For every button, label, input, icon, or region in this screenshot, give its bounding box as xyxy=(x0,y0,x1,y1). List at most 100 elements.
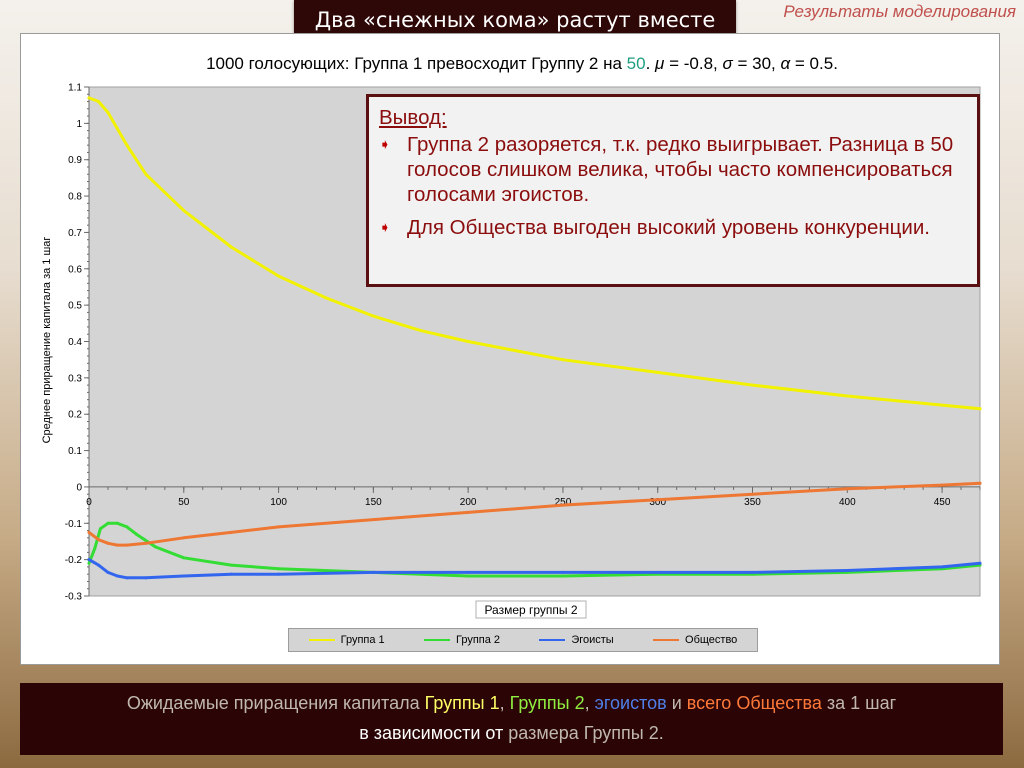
y-tick-label: -0.3 xyxy=(65,592,83,603)
caption-group1: Группы 1 xyxy=(424,693,500,713)
series-point-2 xyxy=(940,565,944,569)
arrow-bullet-icon: ➧ xyxy=(379,219,391,235)
sigma-symbol: σ xyxy=(722,54,733,73)
caption-per-step: за 1 шаг xyxy=(821,693,897,713)
caption-line-1: Ожидаемые приращения капитала Группы 1, … xyxy=(30,688,993,718)
series-point-1 xyxy=(98,527,102,531)
legend-label-society: Общество xyxy=(685,634,738,646)
x-axis-title-box xyxy=(475,600,587,619)
y-axis-title-group: Среднее приращение капитала за 1 шаг xyxy=(41,237,53,444)
series-point-3 xyxy=(751,492,755,496)
series-point-3 xyxy=(144,541,148,545)
caption-box: Ожидаемые приращения капитала Группы 1, … xyxy=(20,683,1003,755)
y-tick-label: -0.2 xyxy=(65,555,83,566)
alpha-symbol: α xyxy=(780,54,791,73)
mu-symbol: μ xyxy=(655,54,665,73)
series-point-0 xyxy=(466,340,470,343)
series-point-3 xyxy=(182,536,186,540)
series-point-2 xyxy=(561,570,565,574)
series-point-3 xyxy=(125,543,129,547)
series-point-2 xyxy=(978,561,982,565)
series-point-1 xyxy=(115,521,119,525)
series-point-2 xyxy=(125,576,129,580)
x-tick-label: 50 xyxy=(178,497,190,508)
series-point-2 xyxy=(106,570,110,574)
y-tick-label: -0.1 xyxy=(65,519,83,530)
legend-item-egoists: Эгоисты xyxy=(539,634,614,646)
y-tick-label: 1 xyxy=(76,119,82,130)
x-tick-label: 400 xyxy=(839,497,856,508)
series-point-0 xyxy=(751,383,755,387)
y-tick-label: 0.4 xyxy=(68,337,82,348)
legend-swatch-society xyxy=(653,639,680,641)
series-point-0 xyxy=(656,370,660,374)
series-point-0 xyxy=(419,329,423,333)
series-point-0 xyxy=(96,100,100,104)
series-point-0 xyxy=(125,143,129,147)
series-point-0 xyxy=(229,245,233,249)
conclusion-heading: Вывод: xyxy=(379,106,447,129)
series-point-3 xyxy=(561,503,565,507)
x-axis-title-group: Размер группы 2 xyxy=(475,600,587,619)
series-point-1 xyxy=(466,574,470,578)
series-point-2 xyxy=(751,570,755,574)
conclusion-point-text: Для Общества выгоден высокий уровень кон… xyxy=(407,216,931,239)
conclusion-point-text: Группа 2 разоряется, т.к. редко выигрыва… xyxy=(407,133,954,206)
series-point-3 xyxy=(115,543,119,547)
series-point-1 xyxy=(93,547,97,551)
series-point-0 xyxy=(371,314,375,318)
series-point-3 xyxy=(106,541,110,545)
x-tick-label: 300 xyxy=(649,497,666,508)
caption-group-size: размера Группы 2. xyxy=(503,723,664,743)
legend-item-group2: Группа 2 xyxy=(423,634,500,646)
slide-title-text: Два «снежных кома» растут вместе xyxy=(314,8,716,32)
y-tick-label: 0 xyxy=(76,482,82,493)
caption-society: всего Общества xyxy=(686,693,822,713)
series-point-3 xyxy=(229,530,233,534)
mu-value: = -0.8, xyxy=(664,54,723,73)
series-point-1 xyxy=(561,574,565,578)
conclusion-point: ➧ Для Общества выгоден высокий уровень к… xyxy=(379,215,965,240)
series-point-2 xyxy=(371,570,375,574)
series-point-2 xyxy=(96,563,100,567)
x-tick-label: 350 xyxy=(744,497,761,508)
caption-group2: Группы 2 xyxy=(509,693,585,713)
series-point-1 xyxy=(277,567,281,571)
series-point-3 xyxy=(845,487,849,491)
chart-heading: 1000 голосующих: Группа 1 превосходит Гр… xyxy=(0,54,1024,74)
sigma-value: = 30, xyxy=(732,54,781,73)
series-point-2 xyxy=(182,574,186,578)
legend-swatch-group1 xyxy=(308,639,335,641)
series-point-0 xyxy=(940,403,944,407)
series-point-2 xyxy=(87,558,91,562)
series-point-2 xyxy=(466,570,470,574)
caption-comma: , xyxy=(499,693,510,713)
legend-swatch-group2 xyxy=(423,639,450,641)
y-tick-label: 0.2 xyxy=(68,410,82,421)
series-point-2 xyxy=(144,576,148,580)
chart-heading-highlight: 50 xyxy=(626,54,646,73)
legend-label-group1: Группа 1 xyxy=(340,634,385,646)
chart-heading-prefix: 1000 голосующих: Группа 1 превосходит Гр… xyxy=(206,54,627,73)
series-line-0 xyxy=(87,96,982,411)
y-axis-title: Среднее приращение капитала за 1 шаг xyxy=(41,237,53,444)
series-point-2 xyxy=(229,572,233,576)
caption-egoists: эгоистов xyxy=(594,693,667,713)
y-tick-label: 0.8 xyxy=(68,192,82,203)
legend-item-group1: Группа 1 xyxy=(308,634,385,646)
x-tick-label: 150 xyxy=(365,497,382,508)
series-point-1 xyxy=(125,525,129,529)
series-point-3 xyxy=(978,481,982,485)
section-label: Результаты моделирования xyxy=(783,2,1016,21)
series-point-3 xyxy=(940,483,944,487)
legend-item-society: Общество xyxy=(653,634,737,646)
x-axis-title: Размер группы 2 xyxy=(484,603,577,617)
legend-swatch-egoists xyxy=(539,639,566,641)
series-point-0 xyxy=(324,296,328,300)
conclusion-box: Вывод: ➧ Группа 2 разоряется, т.к. редко… xyxy=(366,94,980,287)
arrow-bullet-icon: ➧ xyxy=(379,136,391,152)
series-point-1 xyxy=(153,545,157,549)
series-point-1 xyxy=(229,563,233,567)
x-tick-label: 250 xyxy=(555,497,572,508)
caption-and: и xyxy=(666,693,687,713)
